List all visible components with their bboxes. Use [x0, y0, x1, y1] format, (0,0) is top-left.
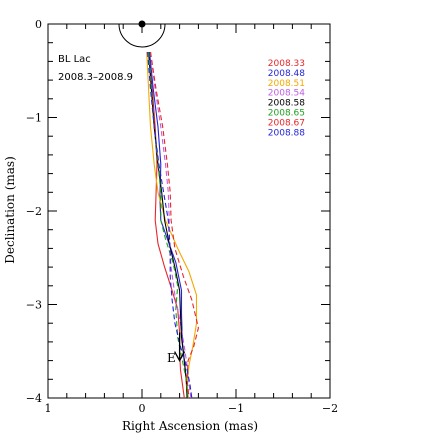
series-layer — [146, 51, 199, 398]
core-beam-group — [118, 24, 166, 48]
motion-arrow-head — [174, 351, 186, 362]
legend-entry: 2008.88 — [268, 128, 305, 138]
core-beam-circle — [118, 24, 166, 48]
y-tick-label: −4 — [26, 392, 42, 405]
legend-entry: 2008.58 — [268, 99, 305, 109]
legend-entry: 2008.33 — [268, 59, 305, 69]
axes-layer: 1 0 −1 −2 0 −1 −2 −3 −4 — [26, 18, 338, 415]
y-tick-label: 0 — [35, 18, 42, 31]
y-tick-label: −3 — [26, 299, 42, 312]
series-line-2008-67 — [149, 51, 199, 398]
chart-title: BL Lac — [58, 54, 91, 65]
x-tick-label: 1 — [45, 402, 52, 415]
legend-entry: 2008.54 — [268, 89, 305, 99]
legend-entry: 2008.65 — [268, 109, 305, 119]
series-line-2008-51 — [146, 51, 198, 398]
legend-entry: 2008.51 — [268, 79, 305, 89]
y-tick-label: −1 — [26, 112, 42, 125]
legend-entry: 2008.67 — [268, 118, 305, 128]
series-line-2008-88 — [147, 51, 193, 398]
y-axis-label: Declination (mas) — [3, 156, 17, 263]
annotation-e: E — [167, 351, 176, 365]
series-line-2008-54 — [149, 51, 192, 398]
x-tick-label: 0 — [139, 402, 146, 415]
y-tick-label: −2 — [26, 205, 42, 218]
chart-subtitle: 2008.3–2008.9 — [58, 72, 133, 83]
series-group — [146, 51, 199, 398]
legend: 2008.332008.482008.512008.542008.582008.… — [268, 59, 305, 138]
x-tick-label: −2 — [322, 402, 338, 415]
x-tick-label: −1 — [228, 402, 244, 415]
legend-entry: 2008.48 — [268, 69, 305, 79]
motion-arrow — [174, 332, 186, 362]
x-axis-label: Right Ascension (mas) — [122, 419, 258, 433]
